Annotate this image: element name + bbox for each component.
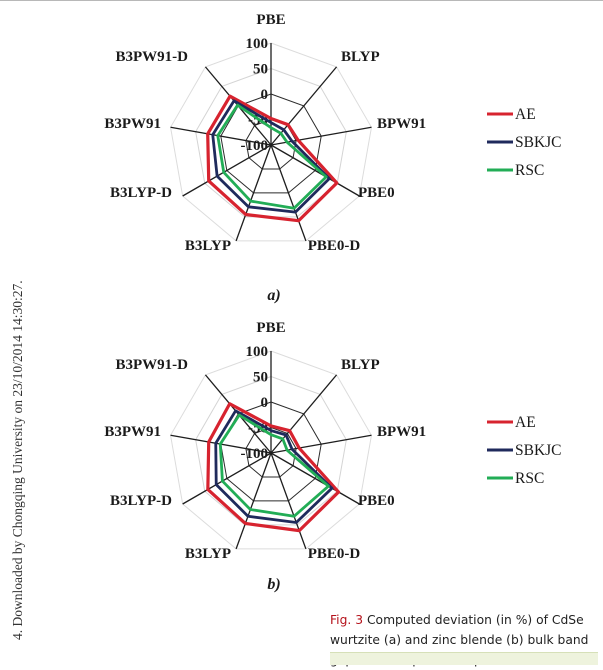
spoke-b3pw91 bbox=[170, 126, 272, 146]
tick-label: -100 bbox=[241, 446, 269, 462]
spoke-blyp bbox=[270, 374, 338, 454]
category-label-blyp: BLYP bbox=[341, 49, 380, 65]
legend-label-ae: AE bbox=[515, 414, 536, 431]
legend-label-sbkjc: SBKJC bbox=[515, 134, 562, 151]
tick-label: 50 bbox=[253, 370, 268, 386]
top-rule bbox=[0, 0, 603, 1]
category-label-blyp: BLYP bbox=[341, 357, 380, 373]
series-rsc bbox=[216, 103, 328, 210]
category-label-b3pw91-d: B3PW91-D bbox=[116, 357, 189, 373]
category-label-pbe: PBE bbox=[256, 12, 285, 28]
category-label-b3pw91-d: B3PW91-D bbox=[116, 49, 189, 65]
spoke-pbe0-d bbox=[270, 452, 307, 550]
spoke-pbe0-d bbox=[270, 144, 307, 242]
category-label-pbe0: PBE0 bbox=[358, 185, 395, 201]
grid-ring bbox=[170, 350, 372, 550]
series-sbkjc bbox=[214, 409, 334, 524]
category-label-b3pw91: B3PW91 bbox=[104, 116, 161, 132]
legend-label-rsc: RSC bbox=[515, 162, 544, 179]
series-ae bbox=[206, 402, 341, 533]
grid-ring bbox=[220, 93, 322, 194]
legend-label-ae: AE bbox=[515, 106, 536, 123]
grid-ring bbox=[195, 375, 347, 526]
tick-label: 0 bbox=[261, 87, 269, 103]
tick-label: -100 bbox=[241, 138, 269, 154]
spoke-pbe0 bbox=[270, 452, 360, 505]
category-label-pbe: PBE bbox=[256, 320, 285, 336]
category-label-b3lyp: B3LYP bbox=[185, 546, 231, 562]
spoke-b3lyp-d bbox=[182, 452, 272, 505]
category-label-b3lyp-d: B3LYP-D bbox=[110, 185, 172, 201]
category-label-b3lyp-d: B3LYP-D bbox=[110, 493, 172, 509]
category-label-bpw91: BPW91 bbox=[377, 116, 426, 132]
category-label-b3lyp: B3LYP bbox=[185, 238, 231, 254]
category-label-pbe0: PBE0 bbox=[358, 493, 395, 509]
panel-label: b) bbox=[267, 576, 280, 593]
tick-label: 100 bbox=[246, 36, 269, 52]
footer-band bbox=[330, 652, 598, 665]
panel-label: a) bbox=[267, 287, 280, 304]
radar-chart-b: 100500-50-100PBEBLYPBPW91PBE0PBE0-DB3LYP… bbox=[104, 320, 561, 593]
tick-label: 50 bbox=[253, 62, 268, 78]
spoke-b3pw91-d bbox=[204, 374, 272, 454]
category-label-bpw91: BPW91 bbox=[377, 424, 426, 440]
radar-chart-a: 100500-50-100PBEBLYPBPW91PBE0PBE0-DB3LYP… bbox=[104, 12, 561, 304]
spoke-b3lyp bbox=[235, 452, 272, 550]
spoke-b3lyp-d bbox=[182, 144, 272, 197]
legend-label-rsc: RSC bbox=[515, 470, 544, 487]
spoke-blyp bbox=[270, 66, 338, 146]
tick-label: 0 bbox=[261, 395, 269, 411]
tick-label: 100 bbox=[246, 344, 269, 360]
grid-ring bbox=[170, 42, 372, 242]
spoke-pbe0 bbox=[270, 144, 360, 197]
legend-label-sbkjc: SBKJC bbox=[515, 442, 562, 459]
category-label-pbe0-d: PBE0-D bbox=[308, 546, 361, 562]
category-label-b3pw91: B3PW91 bbox=[104, 424, 161, 440]
spoke-b3lyp bbox=[235, 144, 272, 242]
category-label-pbe0-d: PBE0-D bbox=[308, 238, 361, 254]
series-ae bbox=[206, 94, 339, 223]
grid-ring bbox=[245, 426, 297, 478]
series-sbkjc bbox=[211, 99, 331, 214]
figure-label: Fig. 3 bbox=[330, 613, 364, 627]
series-rsc bbox=[218, 413, 330, 518]
